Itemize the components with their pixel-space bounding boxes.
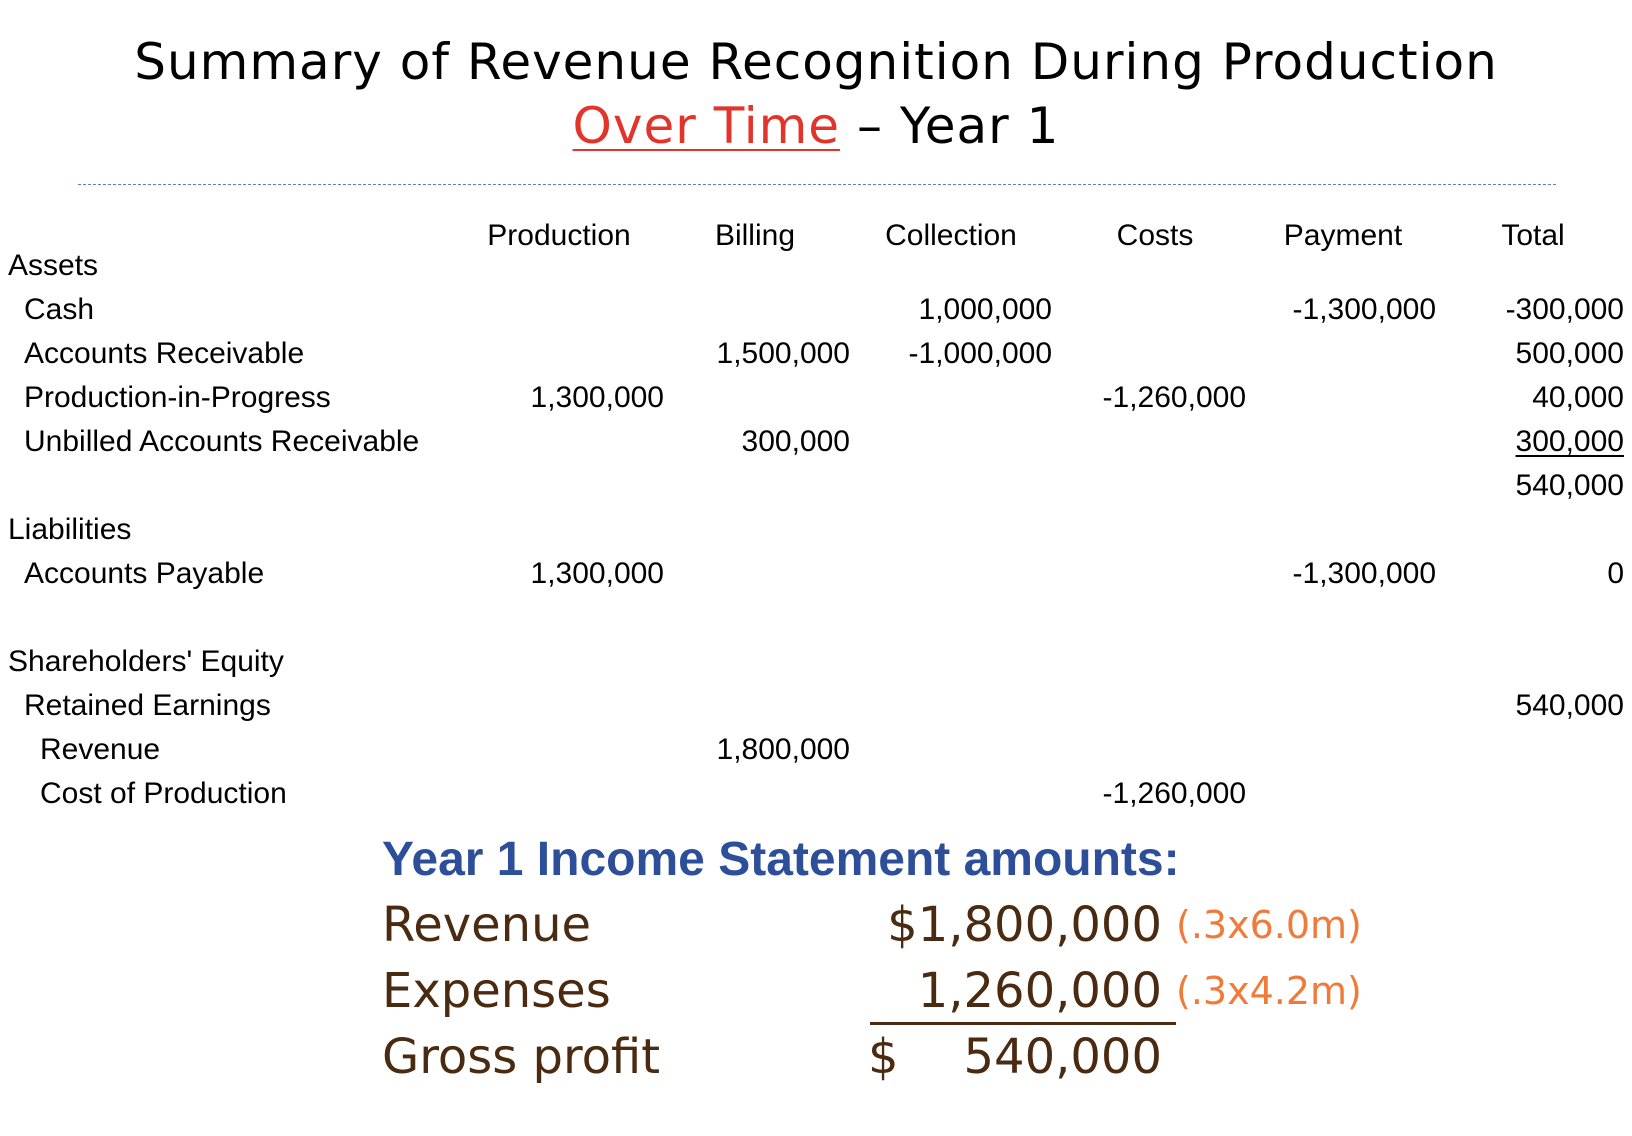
is-revenue-amount: $1,800,000 [887,897,1162,953]
dashed-divider [78,184,1556,185]
col-header-billing: Billing [714,219,796,252]
is-expenses-label: Expenses [382,963,611,1019]
is-gross-profit-amount: 540,000 [963,1029,1163,1085]
page-title: Summary of Revenue Recognition During Pr… [134,33,1498,91]
page-subtitle: Over Time – Year 1 [0,94,1632,158]
income-statement-heading: Year 1 Income Statement amounts: [382,833,1180,886]
pip-production: 1,300,000 [530,381,664,414]
col-header-production: Production [487,219,631,252]
ar-total: 500,000 [1515,337,1624,370]
col-header-costs: Costs [1116,219,1194,252]
ap-payment: -1,300,000 [1292,557,1436,590]
cop-costs: -1,260,000 [1102,777,1246,810]
row-label-accounts-payable: Accounts Payable [24,557,265,590]
is-gross-profit-label: Gross profit [382,1029,661,1085]
row-label-revenue: Revenue [40,733,161,766]
uar-total: 300,000 [1515,425,1624,458]
assets-total: 540,000 [1515,469,1624,502]
row-label-accounts-receivable: Accounts Receivable [24,337,305,370]
ap-production: 1,300,000 [530,557,664,590]
title-suffix: – Year 1 [840,97,1060,155]
row-label-retained-earnings: Retained Earnings [24,689,271,722]
is-expenses-note: (.3x4.2m) [1176,969,1362,1013]
col-header-total: Total [1501,219,1565,252]
col-header-collection: Collection [885,219,1017,252]
is-revenue-label: Revenue [382,897,592,953]
row-label-cash: Cash [24,293,95,326]
cash-total: -300,000 [1505,293,1624,326]
row-label-cost-of-production: Cost of Production [40,777,287,810]
title-accent: Over Time [572,97,841,155]
ap-total: 0 [1607,557,1624,590]
col-header-payment: Payment [1283,219,1403,252]
ar-collection: -1,000,000 [908,337,1052,370]
re-total: 540,000 [1515,689,1624,722]
cash-collection: 1,000,000 [918,293,1052,326]
row-label-production-in-progress: Production-in-Progress [24,381,331,414]
section-assets: Assets [8,249,99,282]
row-label-unbilled-ar: Unbilled Accounts Receivable [24,425,420,458]
cash-payment: -1,300,000 [1292,293,1436,326]
is-gross-profit-currency: $ [868,1029,899,1085]
is-expenses-amount: 1,260,000 [869,960,1176,1025]
pip-total: 40,000 [1532,381,1624,414]
section-equity: Shareholders' Equity [8,645,284,678]
is-revenue-note: (.3x6.0m) [1176,903,1362,947]
ar-billing: 1,500,000 [716,337,850,370]
uar-billing: 300,000 [741,425,850,458]
revenue-billing: 1,800,000 [716,733,850,766]
section-liabilities: Liabilities [8,513,132,546]
pip-costs: -1,260,000 [1102,381,1246,414]
